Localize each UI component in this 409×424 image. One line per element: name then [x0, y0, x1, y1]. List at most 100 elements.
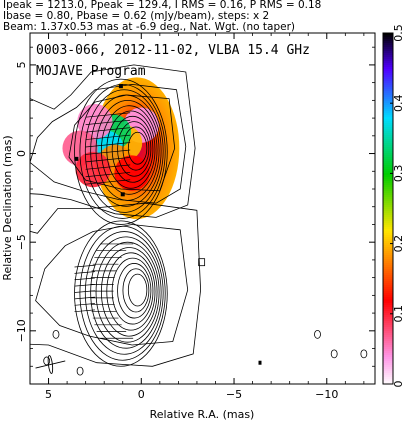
colorbar-segment: [383, 63, 393, 66]
colorbar-segment: [383, 199, 393, 202]
colorbar-segment: [383, 121, 393, 124]
colorbar-segment: [383, 379, 393, 382]
header-line-3: Beam: 1.37x0.53 mas at -6.9 deg., Nat. W…: [3, 21, 296, 33]
colorbar-segment: [383, 337, 393, 340]
colorbar-segment: [383, 203, 393, 206]
header-line-2: Ibase = 0.80, Pbase = 0.62 (mJy/beam), s…: [3, 10, 270, 22]
colorbar-segment: [383, 243, 393, 246]
noise-contour: [43, 356, 51, 366]
colorbar-segment: [383, 225, 393, 228]
colorbar-segment: [383, 147, 393, 150]
noise-contour: [198, 258, 206, 267]
colorbar-segment: [383, 175, 393, 178]
colorbar-segment: [383, 71, 393, 74]
colorbar-segment: [383, 285, 393, 288]
colorbar-segment: [383, 273, 393, 276]
colorbar-segment: [383, 319, 393, 322]
colorbar-segment: [383, 369, 393, 372]
colorbar-segment: [383, 101, 393, 104]
colorbar-segment: [383, 103, 393, 106]
evpa-vector: [85, 127, 131, 133]
evpa-vector: [85, 119, 131, 125]
intensity-contour: [106, 110, 156, 189]
colorbar-segment: [383, 169, 393, 172]
colorbar-segment: [383, 67, 393, 70]
colorbar-segment: [383, 59, 393, 62]
colorbar-segment: [383, 163, 393, 166]
colorbar-segment: [383, 365, 393, 368]
colorbar-tick-label: 0.5: [392, 24, 405, 42]
colorbar-segment: [383, 255, 393, 258]
colorbar-segment: [383, 209, 393, 212]
colorbar-segment: [383, 245, 393, 248]
intensity-contour: [111, 115, 154, 183]
colorbar-segment: [383, 325, 393, 328]
colorbar-segment: [383, 213, 393, 216]
colorbar-segment: [383, 277, 393, 280]
jet-outline: [30, 64, 196, 218]
colorbar-segment: [383, 159, 393, 162]
axis-ticks: 5 0 −5 −10 5 0 −5 −10: [15, 33, 375, 401]
colorbar-segment: [383, 119, 393, 122]
colorbar-segment: [383, 359, 393, 362]
colorbar-segment: [383, 135, 393, 138]
colorbar-segment: [383, 317, 393, 320]
colorbar-segment: [383, 179, 393, 182]
colorbar-segment: [383, 43, 393, 46]
colorbar-segment: [383, 259, 393, 262]
colorbar-segment: [383, 341, 393, 344]
colorbar-segment: [383, 189, 393, 192]
jet-outline: [30, 202, 202, 367]
colorbar-segment: [383, 327, 393, 330]
noise-contour: [330, 349, 338, 359]
colorbar-segment: [383, 377, 393, 380]
colorbar-segment: [383, 49, 393, 52]
polarization-contour: [74, 290, 95, 293]
polarization-patch: [114, 155, 150, 191]
colorbar-frame: [382, 32, 394, 385]
colorbar-segment: [383, 249, 393, 252]
evpa-marker: [118, 84, 123, 89]
colorbar-segment: [383, 309, 393, 312]
evpa-vector: [85, 164, 131, 170]
colorbar-segment: [383, 111, 393, 114]
colorbar-segment: [383, 125, 393, 128]
intensity-contour: [122, 268, 150, 313]
colorbar-segment: [383, 375, 393, 378]
colorbar-segment: [383, 257, 393, 260]
colorbar-segment: [383, 347, 393, 350]
colorbar-segment: [383, 265, 393, 268]
colorbar-segment: [383, 117, 393, 120]
colorbar-segment: [383, 333, 393, 336]
colorbar-segment: [383, 279, 393, 282]
colorbar-segment: [383, 261, 393, 264]
polarization-contour: [74, 303, 95, 306]
evpa-marker: [74, 156, 79, 161]
colorbar-segment: [383, 53, 393, 56]
colorbar-segment: [383, 349, 393, 352]
colorbar-segment: [383, 133, 393, 136]
colorbar-tick-label: 0.2: [392, 235, 405, 253]
colorbar-segment: [383, 127, 393, 130]
colorbar-segment: [383, 65, 393, 68]
colorbar-segment: [383, 87, 393, 90]
intensity-contour: [127, 131, 148, 165]
colorbar-segment: [383, 185, 393, 188]
colorbar-tick-label: 0.3: [392, 165, 405, 183]
colorbar-segment: [383, 339, 393, 342]
intensity-contour: [127, 273, 148, 307]
noise-contour: [52, 329, 60, 339]
colorbar-segment: [383, 145, 393, 148]
total-intensity-contours: [30, 64, 368, 376]
intensity-contour: [101, 105, 158, 195]
colorbar-segment: [383, 69, 393, 72]
evpa-vector: [85, 179, 131, 185]
colorbar-segment: [383, 141, 393, 144]
colorbar-segment: [383, 301, 393, 304]
colorbar-segment: [383, 263, 393, 266]
colorbar-segment: [383, 195, 393, 198]
colorbar-segment: [383, 157, 393, 160]
jet-outline: [68, 94, 176, 192]
colorbar-segment: [383, 173, 393, 176]
